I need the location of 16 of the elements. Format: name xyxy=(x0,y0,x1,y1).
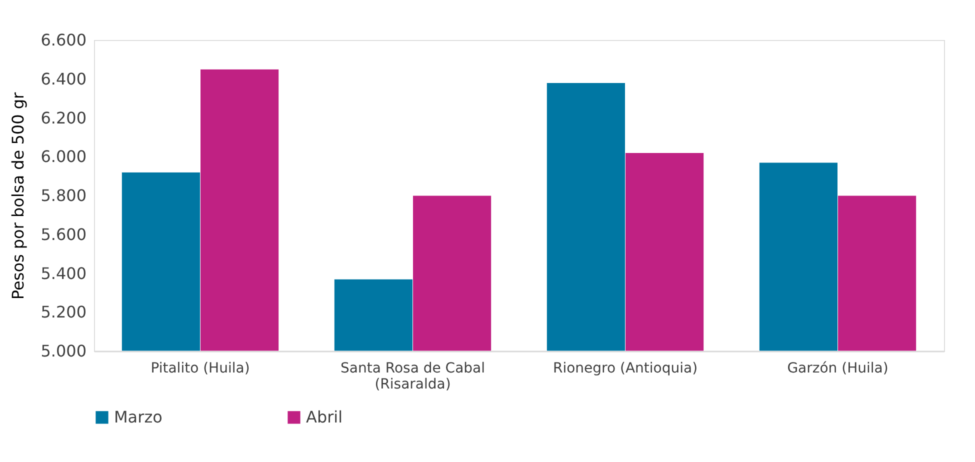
x-tick-label: Garzón (Huila) xyxy=(787,360,888,376)
y-tick-label: 6.000 xyxy=(40,147,86,166)
legend-label: Marzo xyxy=(114,407,162,426)
y-axis-title: Pesos por bolsa de 500 gr xyxy=(8,92,28,300)
y-tick-label: 6.200 xyxy=(40,108,86,128)
y-tick-label: 6.600 xyxy=(40,30,86,50)
y-tick-label: 5.600 xyxy=(40,224,86,244)
y-tick-label: 5.200 xyxy=(40,302,86,322)
y-tick-label: 5.800 xyxy=(40,186,86,205)
y-tick-label: 5.400 xyxy=(40,264,86,283)
legend-label: Abril xyxy=(306,407,343,426)
x-tick-label: Santa Rosa de Cabal (Risaralda) xyxy=(340,360,486,392)
y-tick-label: 5.000 xyxy=(40,342,86,360)
x-tick-label: Rionegro (Antioquia) xyxy=(552,360,698,376)
x-tick-label: Pitalito (Huila) xyxy=(150,360,250,376)
y-tick-label: 6.400 xyxy=(40,69,86,88)
